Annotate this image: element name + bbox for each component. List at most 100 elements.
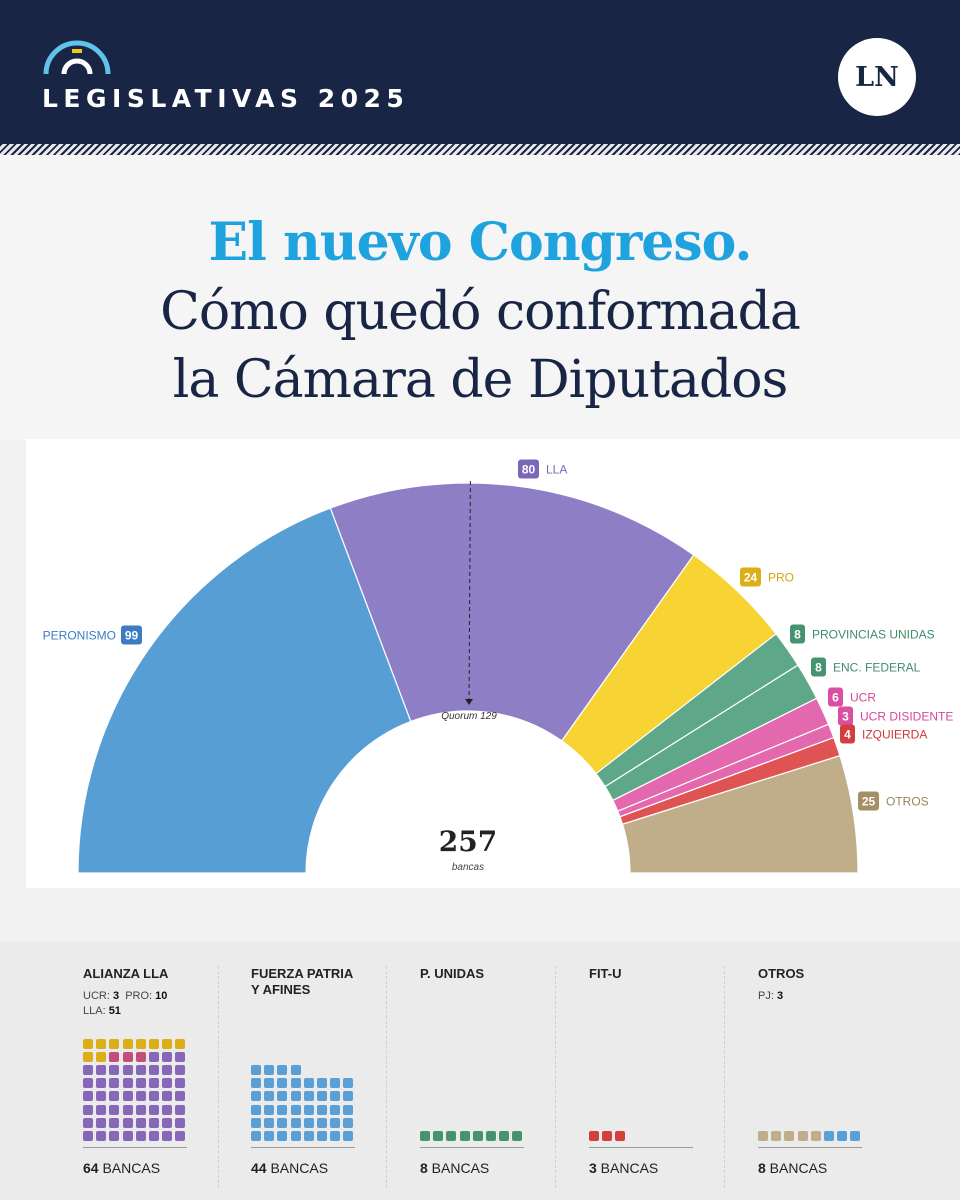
- chart-card: 99 PERONISMO 80 LLA 24 PRO 8 PROVINCIAS UNIDAS 8…: [26, 439, 960, 888]
- total-seats: 257: [439, 825, 497, 858]
- seat-dot: [149, 1078, 159, 1089]
- seat-dot: [135, 1065, 146, 1075]
- slice-name-4: ENC. FEDERAL: [833, 661, 921, 675]
- breakdown-value: 3: [776, 990, 784, 1002]
- bloc-seat-count-1: 44 BANCAS: [251, 1160, 328, 1176]
- seat-dot: [343, 1117, 354, 1128]
- seat-dot: [264, 1117, 275, 1128]
- seat-dot: [330, 1078, 341, 1089]
- seat-dot: [149, 1038, 159, 1049]
- bloc-baseline-4: [758, 1147, 862, 1148]
- seat-dot: [420, 1131, 430, 1141]
- seat-dot: [109, 1065, 120, 1075]
- seat-dot: [433, 1131, 444, 1141]
- seat-dot: [824, 1131, 834, 1141]
- seat-dot: [251, 1065, 261, 1075]
- seat-dot: [251, 1131, 261, 1141]
- brand-title: LEGISLATIVAS 2025: [42, 84, 410, 113]
- seat-dot: [784, 1131, 795, 1141]
- slice-name-7: IZQUIERDA: [862, 728, 927, 742]
- seat-dot: [589, 1131, 599, 1141]
- seat-dot: [251, 1078, 261, 1089]
- seat-dot: [83, 1051, 93, 1062]
- bloc-column-4: OTROS PJ: 3: [758, 966, 898, 1004]
- quorum-line: [468, 481, 471, 706]
- seat-dot: [175, 1078, 186, 1089]
- seat-dot: [175, 1131, 186, 1141]
- bloc-column-1: FUERZA PATRIA Y AFINES: [251, 966, 391, 998]
- seat-dot: [149, 1091, 159, 1102]
- bloc-breakdown-line: PJ: 3: [758, 989, 898, 1004]
- slice-label-3: 8 PROVINCIAS UNIDAS: [790, 624, 935, 644]
- seat-dot: [175, 1065, 186, 1075]
- slice-name-1: LLA: [546, 463, 567, 477]
- breakdown-label: UCR:: [83, 990, 113, 1002]
- seat-dot: [330, 1117, 341, 1128]
- seat-dot: [162, 1051, 173, 1062]
- seat-dot: [122, 1104, 133, 1115]
- slice-value-6: 3: [842, 710, 849, 724]
- seat-dot: [149, 1131, 159, 1141]
- bloc-breakdown-line: LLA: 51: [83, 1004, 223, 1019]
- seat-dot: [251, 1091, 261, 1102]
- bloc-title-line: FUERZA PATRIA: [251, 966, 354, 981]
- header-bar: LEGISLATIVAS 2025 LN: [0, 0, 960, 144]
- slice-name-5: UCR: [850, 691, 876, 705]
- seat-count-number: 8: [758, 1160, 766, 1176]
- slice-value-3: 8: [794, 628, 801, 642]
- slice-badge-7: [840, 724, 855, 744]
- slice-label-2: 24 PRO: [740, 567, 794, 587]
- seat-dot: [135, 1078, 146, 1089]
- bloc-title-0: ALIANZA LLA: [83, 966, 223, 982]
- seat-dot: [122, 1051, 133, 1062]
- seat-dot: [122, 1038, 133, 1049]
- congress-dome-icon: [43, 40, 111, 75]
- seat-dot: [122, 1131, 133, 1141]
- seat-dot: [96, 1078, 107, 1089]
- seat-dot: [122, 1065, 133, 1075]
- seat-dot: [330, 1131, 341, 1141]
- title-area: [0, 155, 960, 440]
- seat-dot: [175, 1104, 186, 1115]
- seat-dot: [135, 1104, 146, 1115]
- seat-dot: [122, 1117, 133, 1128]
- slice-value-8: 25: [862, 795, 876, 809]
- seat-dot: [771, 1131, 782, 1141]
- seat-dot: [83, 1038, 93, 1049]
- seat-dot: [83, 1091, 93, 1102]
- seat-dot: [162, 1038, 173, 1049]
- seat-slice-1: [329, 482, 695, 742]
- seat-dot: [149, 1065, 159, 1075]
- slice-badge-4: [811, 657, 826, 677]
- quorum-arrow-icon: [465, 699, 474, 706]
- slice-label-5: 6 UCR: [828, 687, 876, 707]
- slice-name-3: PROVINCIAS UNIDAS: [812, 628, 935, 642]
- seat-dot: [330, 1104, 341, 1115]
- slice-label-7: 4 IZQUIERDA: [840, 724, 927, 744]
- seat-dot: [109, 1131, 120, 1141]
- seat-dot: [810, 1131, 821, 1141]
- seat-count-number: 3: [589, 1160, 597, 1176]
- seat-dot: [277, 1104, 288, 1115]
- seat-dot: [83, 1131, 93, 1141]
- seat-dot: [96, 1104, 107, 1115]
- seat-dot: [264, 1091, 275, 1102]
- headline-line-1: El nuevo Congreso.: [208, 212, 752, 273]
- slice-value-7: 4: [844, 728, 851, 742]
- blocs-panel: [0, 941, 960, 1200]
- bloc-divider-1: [386, 966, 387, 1188]
- seat-dot: [446, 1131, 457, 1141]
- seat-dot: [96, 1091, 107, 1102]
- seat-dot: [290, 1117, 301, 1128]
- slice-name-2: PRO: [768, 571, 794, 585]
- seat-dot: [109, 1104, 120, 1115]
- seat-count-unit: BANCAS: [427, 1160, 490, 1176]
- seat-dot: [317, 1078, 327, 1089]
- slice-badge-5: [828, 687, 843, 707]
- seat-dot: [162, 1065, 173, 1075]
- seat-dot: [122, 1091, 133, 1102]
- bloc-baseline-1: [251, 1147, 355, 1148]
- bloc-baseline-0: [83, 1147, 187, 1148]
- bloc-divider-3: [724, 966, 725, 1188]
- bloc-column-3: FIT-U: [589, 966, 729, 982]
